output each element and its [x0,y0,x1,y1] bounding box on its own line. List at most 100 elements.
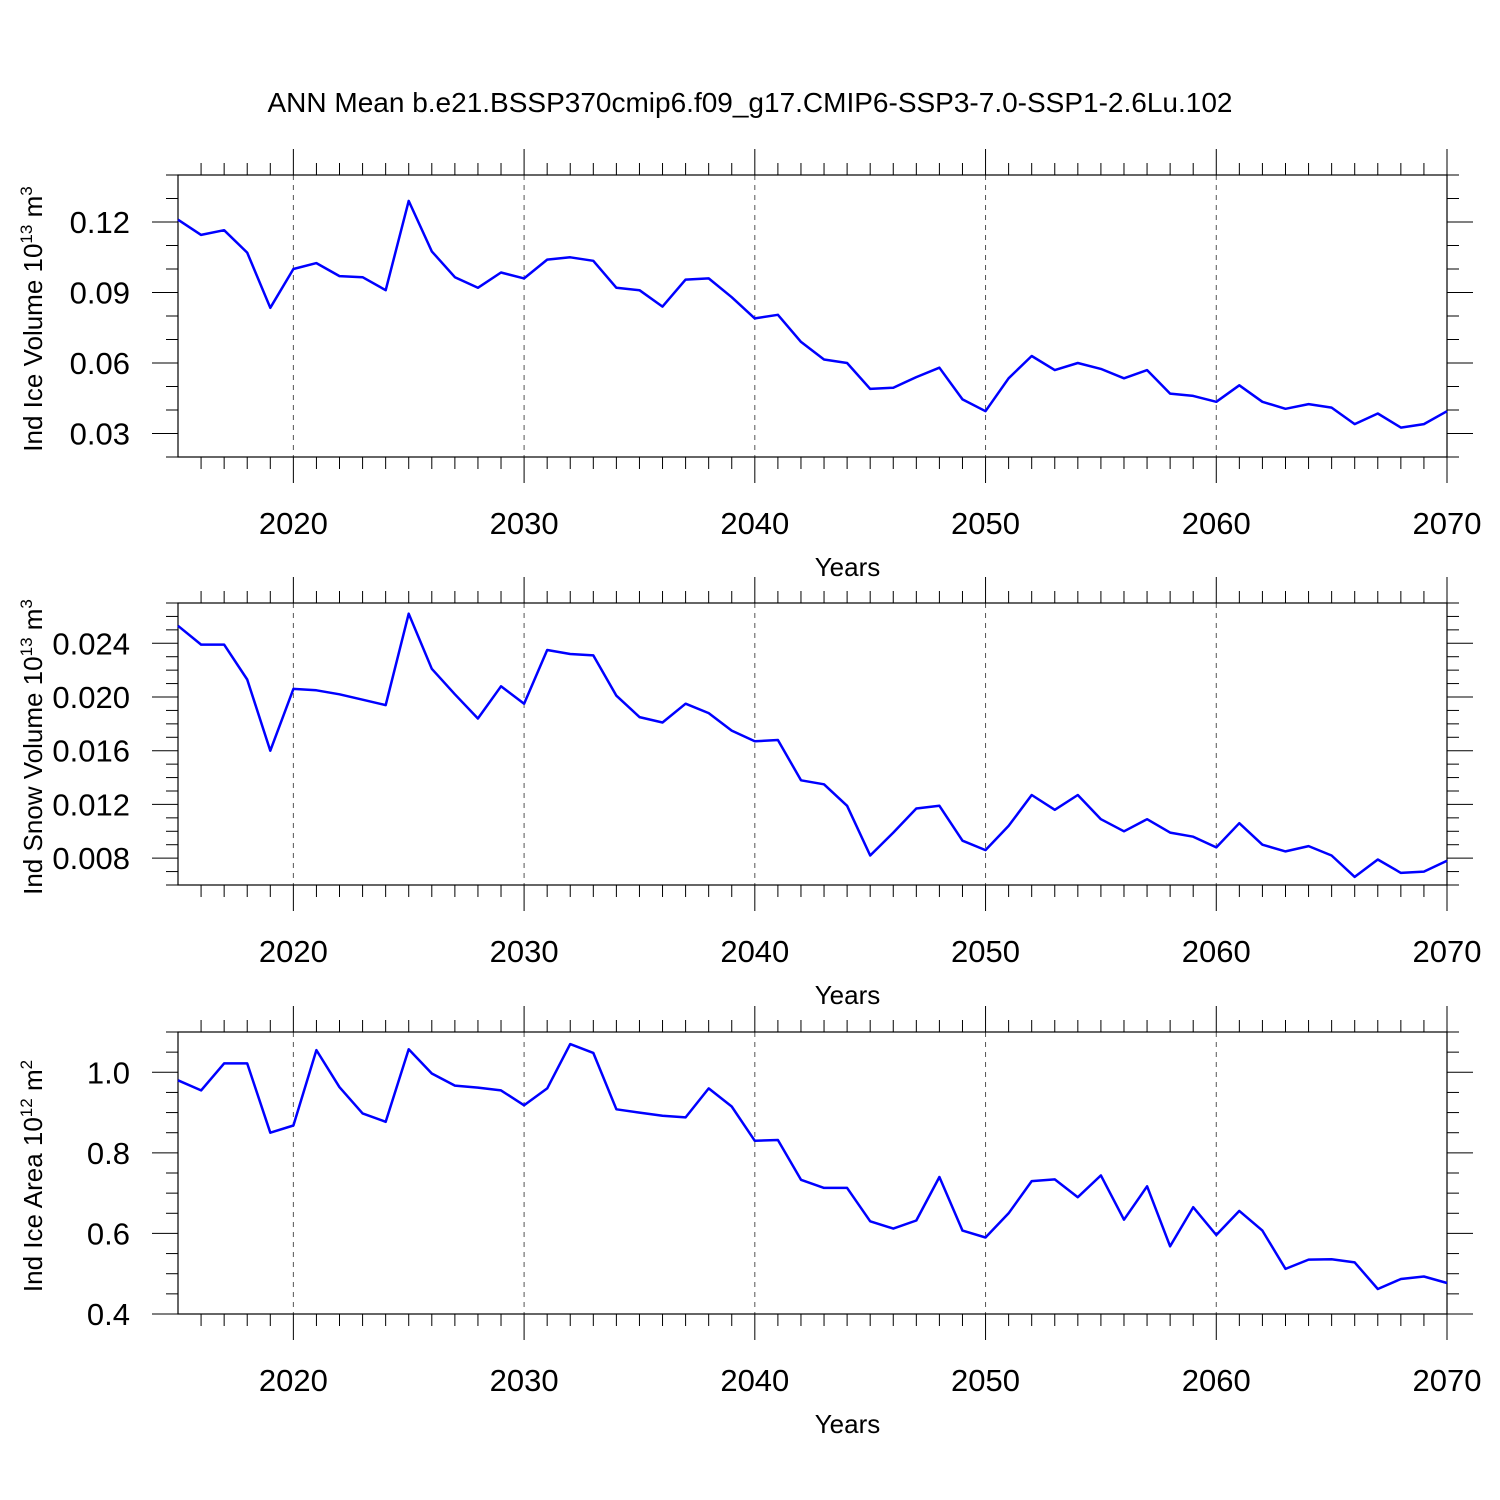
data-point [1192,395,1194,397]
y-tick-label: 0.03 [70,417,130,452]
y-tick-label: 0.8 [87,1136,130,1171]
data-point [1284,850,1286,852]
data-point [223,229,225,231]
data-point [1007,825,1009,827]
data-point [938,367,940,369]
data-point [1077,794,1079,796]
data-point [338,693,340,695]
data-point [292,268,294,270]
data-point [615,1108,617,1110]
data-point [338,275,340,277]
data-point [269,307,271,309]
x-tick-label: 2060 [1182,934,1251,969]
data-point [200,234,202,236]
data-point [1007,377,1009,379]
x-tick-label: 2030 [490,934,559,969]
data-point [1446,860,1448,862]
data-point [1100,1174,1102,1176]
x-axis-label: Years [815,1409,881,1439]
y-tick-label: 0.4 [87,1297,130,1332]
data-point [269,750,271,752]
data-point [731,1105,733,1107]
data-point [708,277,710,279]
data-point [869,1220,871,1222]
y-axis-label-unit-exponent: 3 [17,186,36,195]
data-point [385,704,387,706]
data-point [1307,403,1309,405]
data-point [777,1139,779,1141]
data-point [823,358,825,360]
data-point [1400,1278,1402,1280]
data-point [1031,794,1033,796]
data-point [892,1227,894,1229]
data-point [1215,1234,1217,1236]
data-point [661,1115,663,1117]
data-point [315,262,317,264]
y-tick-label: 0.008 [52,841,130,876]
data-point [1077,1196,1079,1198]
data-point [592,260,594,262]
data-point [292,688,294,690]
data-point [1330,854,1332,856]
data-point [1146,818,1148,820]
x-tick-label: 2050 [951,934,1020,969]
data-point [869,854,871,856]
x-tick-label: 2050 [951,1363,1020,1398]
data-point [1446,410,1448,412]
data-point [1031,1180,1033,1182]
y-axis-label: Ind Ice Volume 1013 m3 [17,186,48,451]
data-point [477,287,479,289]
x-tick-label: 2020 [259,1363,328,1398]
y-axis-label-exponent: 12 [17,1098,36,1117]
x-tick-label: 2070 [1413,1363,1482,1398]
data-point [1284,1268,1286,1270]
data-point [1446,1282,1448,1284]
data-point [638,716,640,718]
data-point [661,305,663,307]
data-point [1054,369,1056,371]
data-point [684,1116,686,1118]
data-point [1100,368,1102,370]
data-point [569,256,571,258]
y-tick-label: 0.012 [52,787,130,822]
data-point [1238,1210,1240,1212]
y-axis-label-unit-exponent: 3 [17,599,36,608]
data-point [200,643,202,645]
data-point [984,1236,986,1238]
data-point [1123,377,1125,379]
data-point [431,668,433,670]
data-point [523,1104,525,1106]
data-point [1400,872,1402,874]
data-point [1261,844,1263,846]
data-point [454,693,456,695]
y-axis-label-text: Ind Snow Volume 10 [18,656,48,895]
data-point [385,289,387,291]
data-point [500,271,502,273]
x-tick-label: 2040 [720,934,789,969]
data-point [1330,1258,1332,1260]
data-point [938,805,940,807]
data-point [892,387,894,389]
data-point [477,717,479,719]
data-point [638,289,640,291]
data-point [431,1072,433,1074]
y-axis-label: Ind Snow Volume 1013 m3 [17,599,48,895]
data-point [1423,1275,1425,1277]
data-point [408,1048,410,1050]
y-axis-label-text: Ind Ice Area 10 [18,1117,48,1292]
x-tick-label: 2060 [1182,1363,1251,1398]
y-tick-label: 0.6 [87,1216,130,1251]
y-axis-label-unit-exponent: 2 [17,1060,36,1069]
data-point [1031,355,1033,357]
data-point [1284,408,1286,410]
data-point [869,388,871,390]
data-point [1054,1178,1056,1180]
y-axis-label-unit: m [18,1069,48,1098]
data-point [246,251,248,253]
x-tick-label: 2060 [1182,506,1251,541]
x-tick-label: 2030 [490,506,559,541]
figure-title: ANN Mean b.e21.BSSP370cmip6.f09_g17.CMIP… [267,87,1232,118]
data-point [1077,362,1079,364]
data-point [454,1084,456,1086]
data-point [708,712,710,714]
